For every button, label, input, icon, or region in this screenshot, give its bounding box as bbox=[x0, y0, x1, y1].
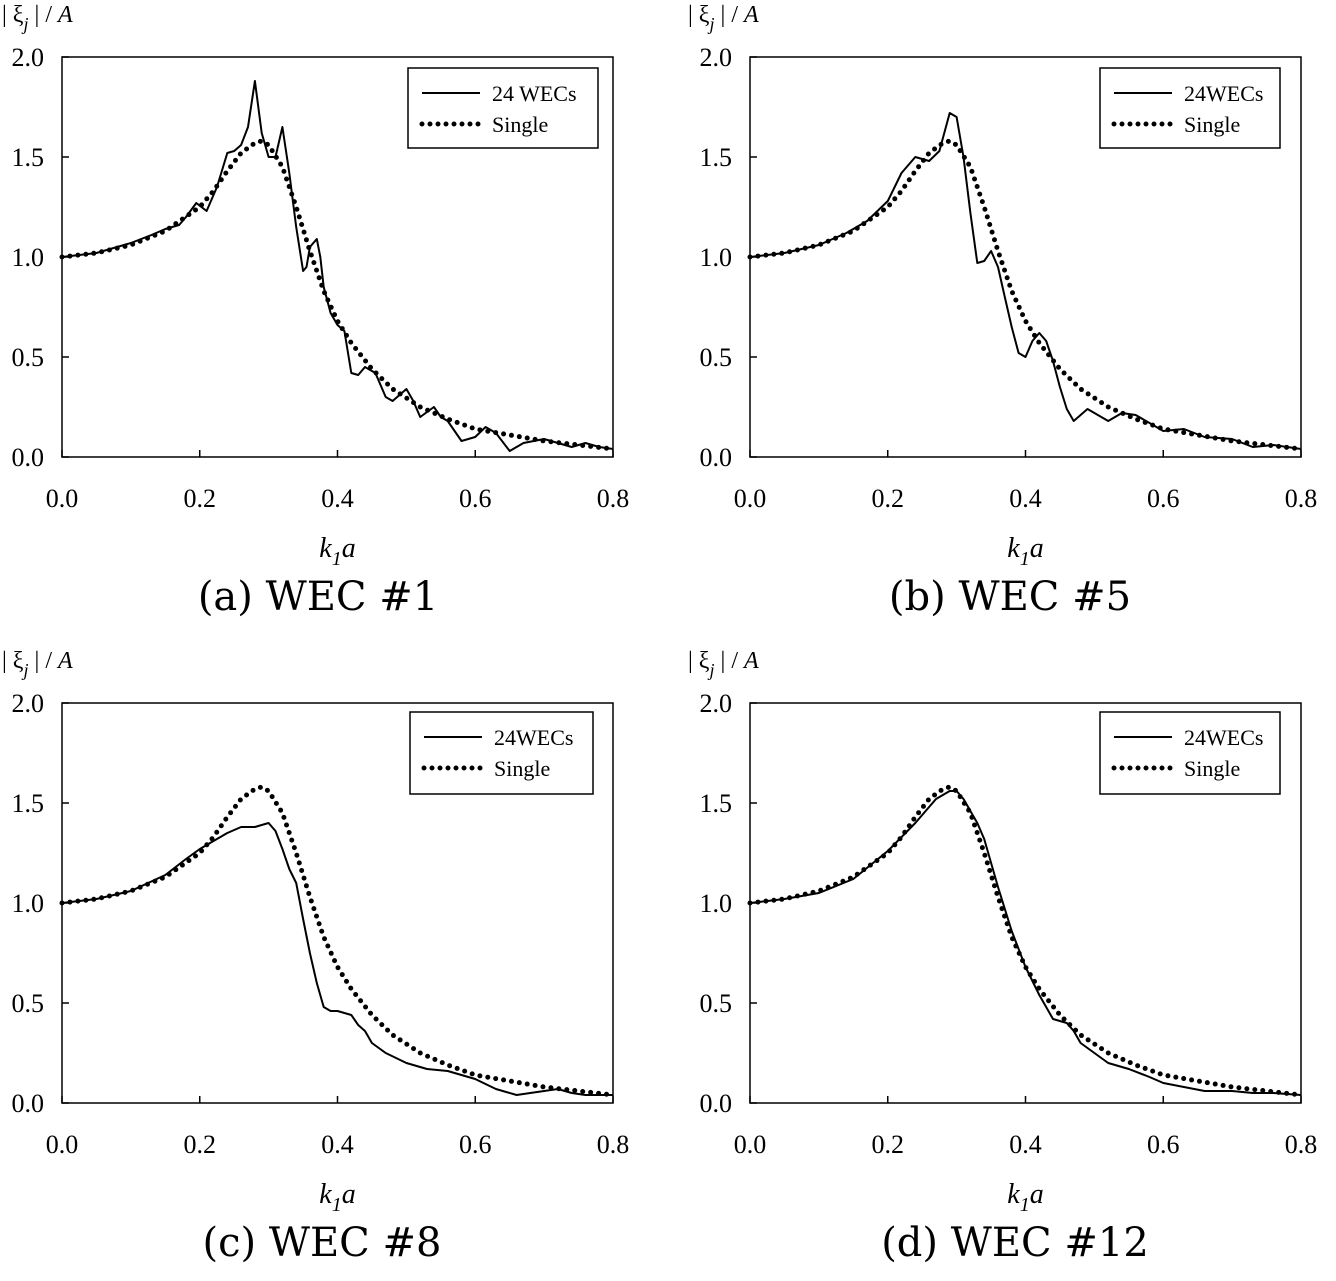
series-line-24-wecs bbox=[749, 112, 1302, 450]
legend-label: 24 WECs bbox=[492, 81, 577, 106]
x-tick-label: 0.2 bbox=[184, 484, 217, 513]
series-line-single bbox=[747, 784, 1304, 1098]
legend-box bbox=[1099, 711, 1281, 795]
y-tick-label: 2.0 bbox=[12, 689, 45, 718]
y-tick-label: 0.0 bbox=[700, 443, 733, 472]
x-tick-label: 0.6 bbox=[1147, 1130, 1180, 1159]
y-tick-label: 0.0 bbox=[12, 443, 45, 472]
series-line-single bbox=[59, 784, 616, 1098]
y-tick-label: 0.5 bbox=[700, 343, 733, 372]
legend-label: Single bbox=[492, 112, 548, 137]
chart-panel-1: 0.0 0.5 1.0 1.5 2.0 0.0 0.2 0.4 0.6 0.8 k1a | ξj | … bbox=[2, 2, 629, 620]
legend-label: Single bbox=[1184, 112, 1240, 137]
x-tick-label: 0.2 bbox=[184, 1130, 217, 1159]
x-tick-label: 0.0 bbox=[734, 484, 767, 513]
legend-label: 24WECs bbox=[1184, 81, 1263, 106]
x-tick-label: 0.8 bbox=[1285, 1130, 1318, 1159]
legend-label: Single bbox=[1184, 756, 1240, 781]
legend-label: Single bbox=[494, 756, 550, 781]
y-tick-label: 0.5 bbox=[12, 989, 45, 1018]
x-axis-title: k1a bbox=[319, 1179, 355, 1216]
x-tick-label: 0.4 bbox=[1009, 484, 1042, 513]
series-line-single bbox=[59, 138, 616, 452]
x-tick-label: 0.2 bbox=[872, 1130, 905, 1159]
y-tick-label: 2.0 bbox=[700, 43, 733, 72]
x-tick-label: 0.0 bbox=[46, 484, 79, 513]
y-tick-label: 1.0 bbox=[700, 243, 733, 272]
panel-caption: (d) WEC #12 bbox=[881, 1220, 1149, 1266]
chart-panel-2: 0.0 0.5 1.0 1.5 2.0 0.0 0.2 0.4 0.6 0.8 k1a | ξj | … bbox=[688, 2, 1317, 620]
chart-panel-3: 0.0 0.5 1.0 1.5 2.0 0.0 0.2 0.4 0.6 0.8 k1a | ξj | … bbox=[2, 648, 629, 1266]
x-tick-label: 0.6 bbox=[459, 484, 492, 513]
y-tick-label: 1.5 bbox=[12, 143, 45, 172]
y-axis-title: | ξj | / A bbox=[2, 648, 73, 680]
x-axis-title: k1a bbox=[1007, 533, 1043, 570]
y-tick-label: 1.0 bbox=[12, 889, 45, 918]
x-tick-label: 0.8 bbox=[1285, 484, 1318, 513]
series-line-24-wecs bbox=[61, 822, 613, 1096]
y-tick-label: 0.0 bbox=[12, 1089, 45, 1118]
x-axis-title: k1a bbox=[319, 533, 355, 570]
y-axis-title: | ξj | / A bbox=[688, 2, 759, 34]
legend-label: 24WECs bbox=[1184, 725, 1263, 750]
y-tick-label: 0.0 bbox=[700, 1089, 733, 1118]
series-line-single bbox=[747, 138, 1304, 452]
y-tick-label: 1.5 bbox=[700, 789, 733, 818]
legend-box bbox=[409, 711, 594, 795]
y-tick-label: 2.0 bbox=[700, 689, 733, 718]
y-tick-label: 0.5 bbox=[700, 989, 733, 1018]
x-tick-label: 0.4 bbox=[1009, 1130, 1042, 1159]
series-line-24-wecs bbox=[749, 790, 1302, 1096]
panel-caption: (a) WEC #1 bbox=[198, 574, 438, 620]
legend-box bbox=[407, 67, 599, 149]
legend-label: 24WECs bbox=[494, 725, 573, 750]
x-axis-title: k1a bbox=[1007, 1179, 1043, 1216]
x-tick-label: 0.6 bbox=[459, 1130, 492, 1159]
x-tick-label: 0.0 bbox=[46, 1130, 79, 1159]
panel-caption: (c) WEC #8 bbox=[203, 1220, 442, 1266]
x-tick-label: 0.4 bbox=[321, 1130, 354, 1159]
y-tick-label: 0.5 bbox=[12, 343, 45, 372]
y-axis-title: | ξj | / A bbox=[688, 648, 759, 680]
y-tick-label: 2.0 bbox=[12, 43, 45, 72]
x-tick-label: 0.2 bbox=[872, 484, 905, 513]
x-tick-label: 0.8 bbox=[597, 484, 630, 513]
x-tick-label: 0.4 bbox=[321, 484, 354, 513]
x-tick-label: 0.8 bbox=[597, 1130, 630, 1159]
y-tick-label: 1.5 bbox=[700, 143, 733, 172]
x-tick-label: 0.0 bbox=[734, 1130, 767, 1159]
chart-panel-4: 0.0 0.5 1.0 1.5 2.0 0.0 0.2 0.4 0.6 0.8 k1a | ξj | … bbox=[688, 648, 1317, 1266]
y-tick-label: 1.0 bbox=[700, 889, 733, 918]
legend-box bbox=[1099, 67, 1281, 149]
y-tick-label: 1.5 bbox=[12, 789, 45, 818]
y-axis-title: | ξj | / A bbox=[2, 2, 73, 34]
x-tick-label: 0.6 bbox=[1147, 484, 1180, 513]
y-tick-label: 1.0 bbox=[12, 243, 45, 272]
panel-caption: (b) WEC #5 bbox=[889, 574, 1131, 620]
